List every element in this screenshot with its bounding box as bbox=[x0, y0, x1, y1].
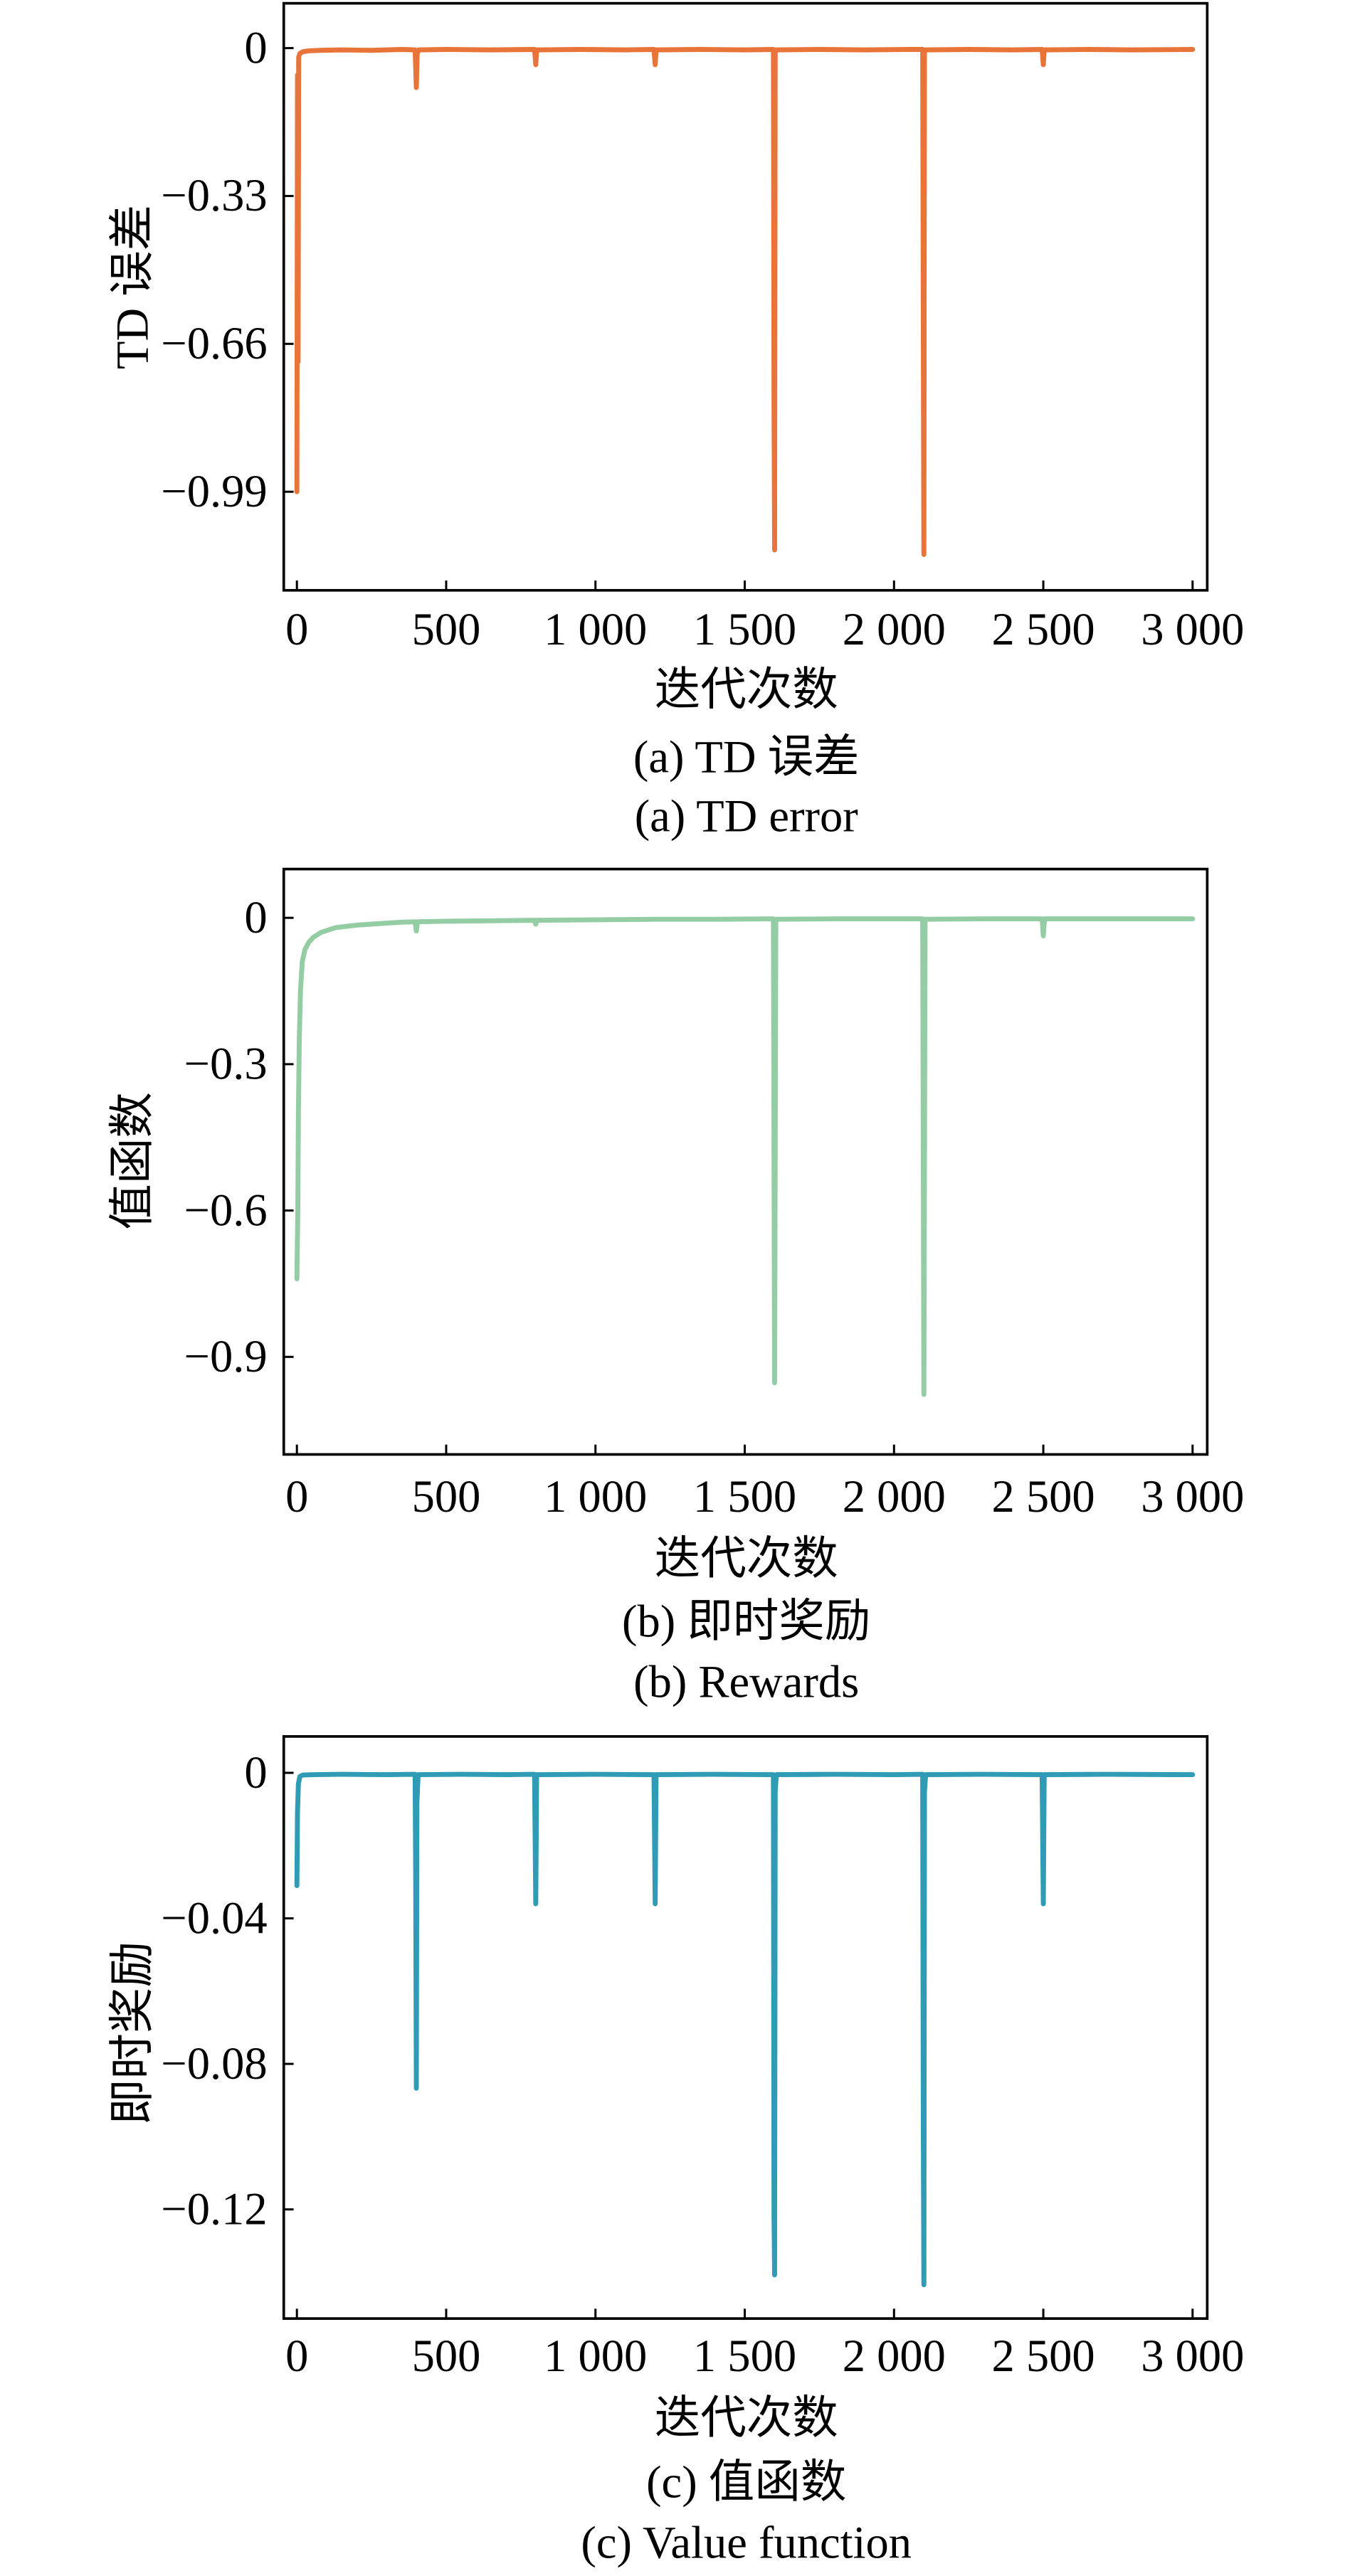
x-tick-label: 2 000 bbox=[843, 2330, 946, 2381]
y-tick-label: −0.33 bbox=[161, 169, 267, 221]
y-tick-label: −0.66 bbox=[161, 317, 267, 369]
y-tick-label: −0.99 bbox=[161, 465, 267, 516]
plot-frame bbox=[282, 1735, 1209, 2320]
x-tick-label: 2 500 bbox=[991, 603, 1095, 654]
x-tick-label: 2 000 bbox=[843, 1470, 946, 1522]
x-tick-label: 2 500 bbox=[991, 1470, 1095, 1522]
x-tick-label: 1 000 bbox=[544, 2330, 647, 2381]
x-axis-label: 迭代次数 bbox=[655, 664, 838, 715]
chart-rewards: 0 500 1 000 1 500 2 000 2 500 3 000 0 −0.04 −0.08… bbox=[106, 1735, 1244, 2568]
chart-td-error: 0 500 1 000 1 500 2 000 2 500 3 000 0 −0.33 −0.66… bbox=[106, 1, 1244, 842]
y-tick-label: −0.12 bbox=[161, 2183, 267, 2234]
caption-zh: (b) 即时奖励 bbox=[622, 1595, 870, 1646]
y-tick-label: −0.08 bbox=[161, 2037, 267, 2089]
x-tick-label: 3 000 bbox=[1141, 2330, 1244, 2381]
x-tick-label: 1 500 bbox=[693, 2330, 796, 2381]
caption-en: (a) TD error bbox=[635, 790, 858, 842]
y-tick-label: −0.9 bbox=[184, 1330, 268, 1382]
x-tick-label: 500 bbox=[412, 603, 481, 654]
x-tick-label: 1 500 bbox=[693, 1470, 796, 1522]
y-tick-label: 0 bbox=[244, 21, 267, 73]
series-line bbox=[294, 47, 1196, 557]
x-tick-label: 0 bbox=[285, 2330, 308, 2381]
x-tick-label: 3 000 bbox=[1141, 603, 1244, 654]
y-axis-label: TD 误差 bbox=[106, 205, 157, 369]
x-tick-label: 2 500 bbox=[991, 2330, 1095, 2381]
x-tick-label: 0 bbox=[285, 1470, 308, 1522]
y-tick-label: −0.3 bbox=[184, 1038, 268, 1089]
plot-marks: 0 500 1 000 1 500 2 000 2 500 3 000 0 −0.3 −0.6 −0… bbox=[184, 891, 1245, 1522]
caption-en: (b) Rewards bbox=[633, 1656, 859, 1707]
series-line bbox=[294, 1771, 1196, 2288]
x-axis-label: 迭代次数 bbox=[655, 1533, 838, 1584]
plot-frame bbox=[282, 867, 1209, 1456]
plot-frame bbox=[282, 1, 1209, 592]
caption-zh: (a) TD 误差 bbox=[633, 731, 860, 783]
plot-marks: 0 500 1 000 1 500 2 000 2 500 3 000 0 −0.04 −0.08… bbox=[161, 1747, 1244, 2381]
x-tick-label: 1 000 bbox=[544, 603, 647, 654]
caption-zh: (c) 值函数 bbox=[646, 2456, 846, 2507]
y-tick-label: 0 bbox=[244, 1747, 267, 1798]
caption-en: (c) Value function bbox=[581, 2517, 912, 2568]
y-tick-label: −0.6 bbox=[184, 1184, 268, 1235]
x-tick-label: 500 bbox=[412, 2330, 481, 2381]
y-axis-label: 即时奖励 bbox=[106, 1941, 157, 2125]
x-tick-label: 1 000 bbox=[544, 1470, 647, 1522]
y-tick-label: 0 bbox=[244, 891, 267, 943]
x-tick-label: 2 000 bbox=[843, 603, 946, 654]
x-tick-label: 0 bbox=[285, 603, 308, 654]
chart-value-function: 0 500 1 000 1 500 2 000 2 500 3 000 0 −0.3 −0.6 −0… bbox=[106, 867, 1245, 1707]
x-tick-label: 3 000 bbox=[1141, 1470, 1244, 1522]
x-axis-label: 迭代次数 bbox=[655, 2392, 838, 2443]
y-tick-label: −0.04 bbox=[161, 1892, 267, 1943]
x-tick-label: 1 500 bbox=[693, 603, 796, 654]
plot-marks: 0 500 1 000 1 500 2 000 2 500 3 000 0 −0.33 −0.66… bbox=[161, 21, 1244, 654]
x-tick-label: 500 bbox=[412, 1470, 481, 1522]
series-line bbox=[294, 916, 1196, 1397]
y-axis-label: 值函数 bbox=[106, 1092, 157, 1230]
